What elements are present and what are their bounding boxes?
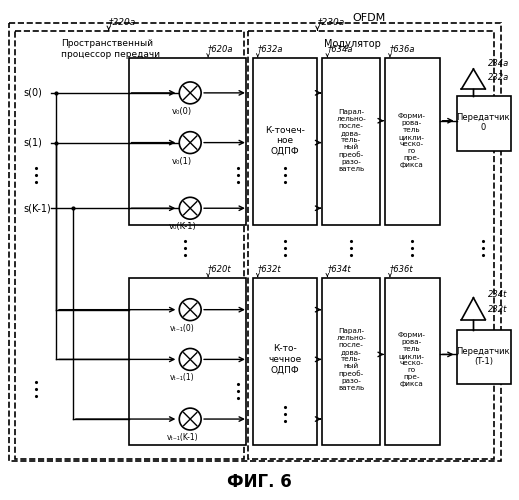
Text: v₀(0): v₀(0) — [172, 107, 193, 116]
Text: †230а: †230а — [318, 17, 345, 26]
Text: Модулятор: Модулятор — [324, 39, 381, 49]
Bar — [129, 278, 246, 445]
Text: †634t: †634t — [327, 264, 351, 273]
Text: 232t: 232t — [488, 305, 508, 314]
Bar — [248, 31, 494, 459]
Bar — [253, 58, 318, 225]
Text: s(0): s(0) — [23, 88, 42, 98]
Text: 234t: 234t — [488, 290, 508, 299]
Text: К-точеч-
ное
ОДПФ: К-точеч- ное ОДПФ — [265, 126, 305, 156]
Text: †620t: †620t — [208, 264, 231, 273]
Circle shape — [179, 348, 201, 370]
Bar — [322, 278, 380, 445]
Bar — [15, 31, 244, 459]
Text: ФИГ. 6: ФИГ. 6 — [227, 472, 292, 490]
Bar — [385, 278, 440, 445]
Text: OFDM: OFDM — [352, 14, 386, 24]
Circle shape — [179, 82, 201, 104]
Text: †634а: †634а — [327, 44, 353, 53]
Text: †632а: †632а — [258, 44, 283, 53]
Text: vₜ₋₁(1): vₜ₋₁(1) — [170, 374, 195, 382]
Text: †636а: †636а — [390, 44, 415, 53]
Circle shape — [179, 132, 201, 154]
Text: v₀(1): v₀(1) — [172, 156, 193, 166]
Text: s(1): s(1) — [23, 138, 42, 147]
Text: Передатчик
0: Передатчик 0 — [457, 113, 510, 132]
Text: Пространственный
процессор передачи: Пространственный процессор передачи — [61, 39, 160, 58]
Text: †220а: †220а — [108, 17, 136, 26]
Circle shape — [179, 408, 201, 430]
Bar — [457, 330, 511, 384]
Text: †620а: †620а — [208, 44, 234, 53]
Text: Парал-
лельно-
после-
дова-
тель-
ный
преоб-
разо-
ватель: Парал- лельно- после- дова- тель- ный пр… — [336, 328, 366, 391]
Text: vₜ₋₁(0): vₜ₋₁(0) — [170, 324, 195, 332]
Text: vₜ₋₁(K-1): vₜ₋₁(K-1) — [167, 433, 198, 442]
Circle shape — [179, 298, 201, 320]
Bar — [457, 96, 511, 150]
Text: Парал-
лельно-
после-
дова-
тель-
ный
преоб-
разо-
ватель: Парал- лельно- после- дова- тель- ный пр… — [336, 109, 366, 172]
Text: Форми-
рова-
тель
цикли-
ческо-
го
пре-
фикса: Форми- рова- тель цикли- ческо- го пре- … — [398, 332, 426, 387]
Circle shape — [179, 198, 201, 219]
Bar — [322, 58, 380, 225]
Bar — [129, 58, 246, 225]
Text: 234а: 234а — [488, 58, 510, 68]
Text: 232а: 232а — [488, 74, 510, 82]
Text: †636t: †636t — [390, 264, 414, 273]
Bar — [385, 58, 440, 225]
Text: v₀(K-1): v₀(K-1) — [168, 222, 196, 231]
Text: †632t: †632t — [258, 264, 281, 273]
Text: Форми-
рова-
тель
цикли-
ческо-
го
пре-
фикса: Форми- рова- тель цикли- ческо- го пре- … — [398, 113, 426, 168]
Bar — [253, 278, 318, 445]
Text: Передатчик
(T-1): Передатчик (T-1) — [457, 346, 510, 366]
Text: К-то-
чечное
ОДПФ: К-то- чечное ОДПФ — [268, 344, 301, 374]
Text: s(K-1): s(K-1) — [23, 203, 51, 213]
Bar — [9, 24, 501, 461]
